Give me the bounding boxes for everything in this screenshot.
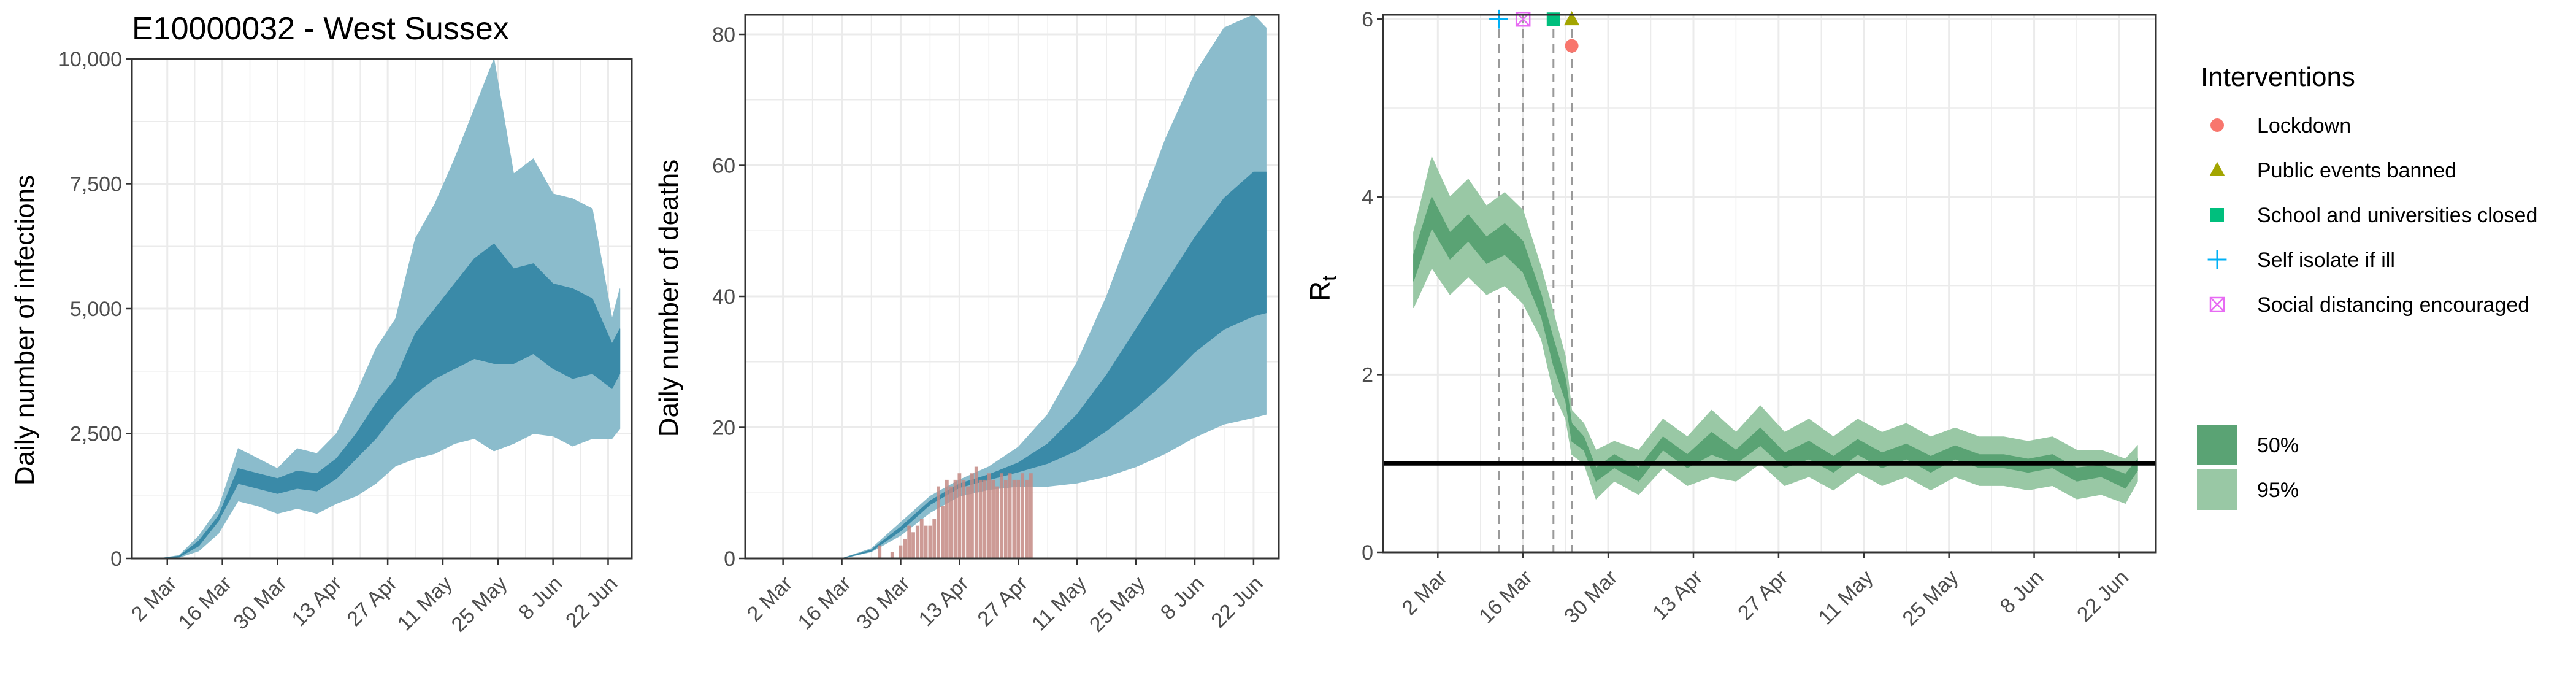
legend-band-label: 95% (2257, 479, 2299, 502)
rt-y-ticks: 0 2 4 6 (1362, 8, 1383, 565)
rt-y-axis-label: Rt (1304, 276, 1340, 301)
legend-intervention-items: Lockdown Public events banned School and u… (2207, 114, 2537, 317)
rt-frame (1382, 14, 2157, 554)
legend-band-swatch (2197, 469, 2237, 510)
rt-intervention-markers (1489, 9, 1580, 53)
p2-panel-border (1382, 14, 2157, 554)
legend-key-circle (2210, 118, 2224, 132)
deaths-y-axis-label: Daily number of deaths (654, 160, 684, 437)
p1-y-tick-label: 0 (724, 547, 735, 571)
death-bar (890, 552, 894, 558)
death-bar (1029, 473, 1033, 558)
death-bar (1003, 479, 1008, 558)
legend-key-plus (2207, 250, 2227, 269)
intervention-marker (1489, 9, 1508, 29)
p1-band-50 (841, 171, 1267, 559)
death-bar (878, 545, 882, 558)
death-bar (919, 519, 924, 558)
p2-y-tick-label: 4 (1362, 186, 1373, 209)
death-bar (937, 486, 941, 558)
legend-label: Public events banned (2257, 159, 2456, 182)
death-bar (974, 466, 978, 558)
death-bar (962, 479, 966, 558)
death-bar (899, 545, 903, 558)
legend-label: Self isolate if ill (2257, 249, 2395, 272)
p1-y-tick-label: 40 (712, 285, 735, 309)
p2-y-tick-label: 2 (1362, 363, 1373, 387)
death-bar (970, 473, 974, 558)
death-bar (1025, 479, 1029, 558)
p1-y-tick-label: 20 (712, 417, 735, 440)
p0-y-tick-label: 2,500 (70, 423, 122, 446)
death-bar (924, 525, 928, 558)
death-bar (978, 479, 983, 558)
p0-y-tick-label: 0 (110, 547, 122, 571)
p2-y-tick-label: 0 (1362, 541, 1373, 565)
legend-band-swatch (2197, 425, 2237, 465)
p2-y-tick-label: 6 (1362, 8, 1373, 31)
legend-label: School and universities closed (2257, 204, 2537, 227)
deaths-bars (878, 466, 1033, 558)
intervention-marker (1563, 11, 1580, 26)
death-bar (1008, 473, 1012, 558)
intervention-marker (1546, 12, 1560, 26)
p1-y-tick-label: 80 (712, 23, 735, 47)
death-bar (911, 532, 915, 558)
p0-y-tick-label: 7,500 (70, 173, 122, 196)
death-bar (983, 479, 987, 558)
infections-y-ticks: 0 2,500 5,000 7,500 10,000 (58, 48, 132, 571)
legend: Interventions Lockdown Public events bann… (2197, 62, 2537, 510)
p2-band-50 (1413, 196, 2138, 489)
p1-panel-border (744, 14, 1280, 560)
legend-key-triangle (2209, 161, 2225, 176)
p0-y-tick-label: 5,000 (70, 298, 122, 321)
rt-y-axis-label-main: R (1304, 281, 1336, 301)
death-bar (953, 479, 957, 558)
p1-y-tick-label: 60 (712, 155, 735, 178)
death-bar (995, 486, 999, 558)
intervention-marker (1565, 39, 1579, 53)
death-bar (999, 473, 1003, 558)
death-bar (991, 479, 995, 558)
death-bar (928, 525, 932, 558)
death-bar (949, 486, 953, 558)
infections-bands (159, 58, 621, 559)
death-bar (966, 486, 970, 558)
infections-y-axis-label: Daily number of infections (10, 175, 40, 485)
death-bar (941, 506, 945, 558)
deaths-frame (744, 14, 1280, 560)
legend-key-square-x (2209, 296, 2225, 312)
p0-y-tick-label: 10,000 (58, 48, 122, 71)
death-bar (1016, 479, 1021, 558)
rt-panel: 2 Mar 16 Mar 30 Mar 13 Apr 27 Apr 11 May 25 Ma… (1304, 8, 2157, 630)
death-bar (957, 473, 962, 558)
legend-label: Lockdown (2257, 114, 2351, 137)
death-bar (907, 525, 911, 558)
rt-y-axis-label-subscript: t (1318, 276, 1340, 281)
death-bar (987, 473, 991, 558)
legend-band-items: 50% 95% (2197, 425, 2299, 510)
chart-title: E10000032 - West Sussex (132, 11, 509, 47)
death-bar (945, 479, 949, 558)
legend-label: Social distancing encouraged (2257, 293, 2529, 317)
death-bar (1012, 479, 1016, 558)
p0-band-50 (159, 243, 621, 559)
legend-band-label: 50% (2257, 434, 2299, 457)
legend-key-square-x-cross (2210, 297, 2225, 312)
death-bar (1021, 473, 1025, 558)
deaths-y-ticks: 0 20 40 60 80 (712, 23, 745, 571)
death-bar (932, 519, 937, 558)
legend-key-square (2210, 208, 2224, 222)
intervention-marker (1515, 11, 1531, 27)
death-bar (903, 538, 907, 558)
legend-title: Interventions (2201, 62, 2355, 92)
death-bar (915, 525, 919, 558)
